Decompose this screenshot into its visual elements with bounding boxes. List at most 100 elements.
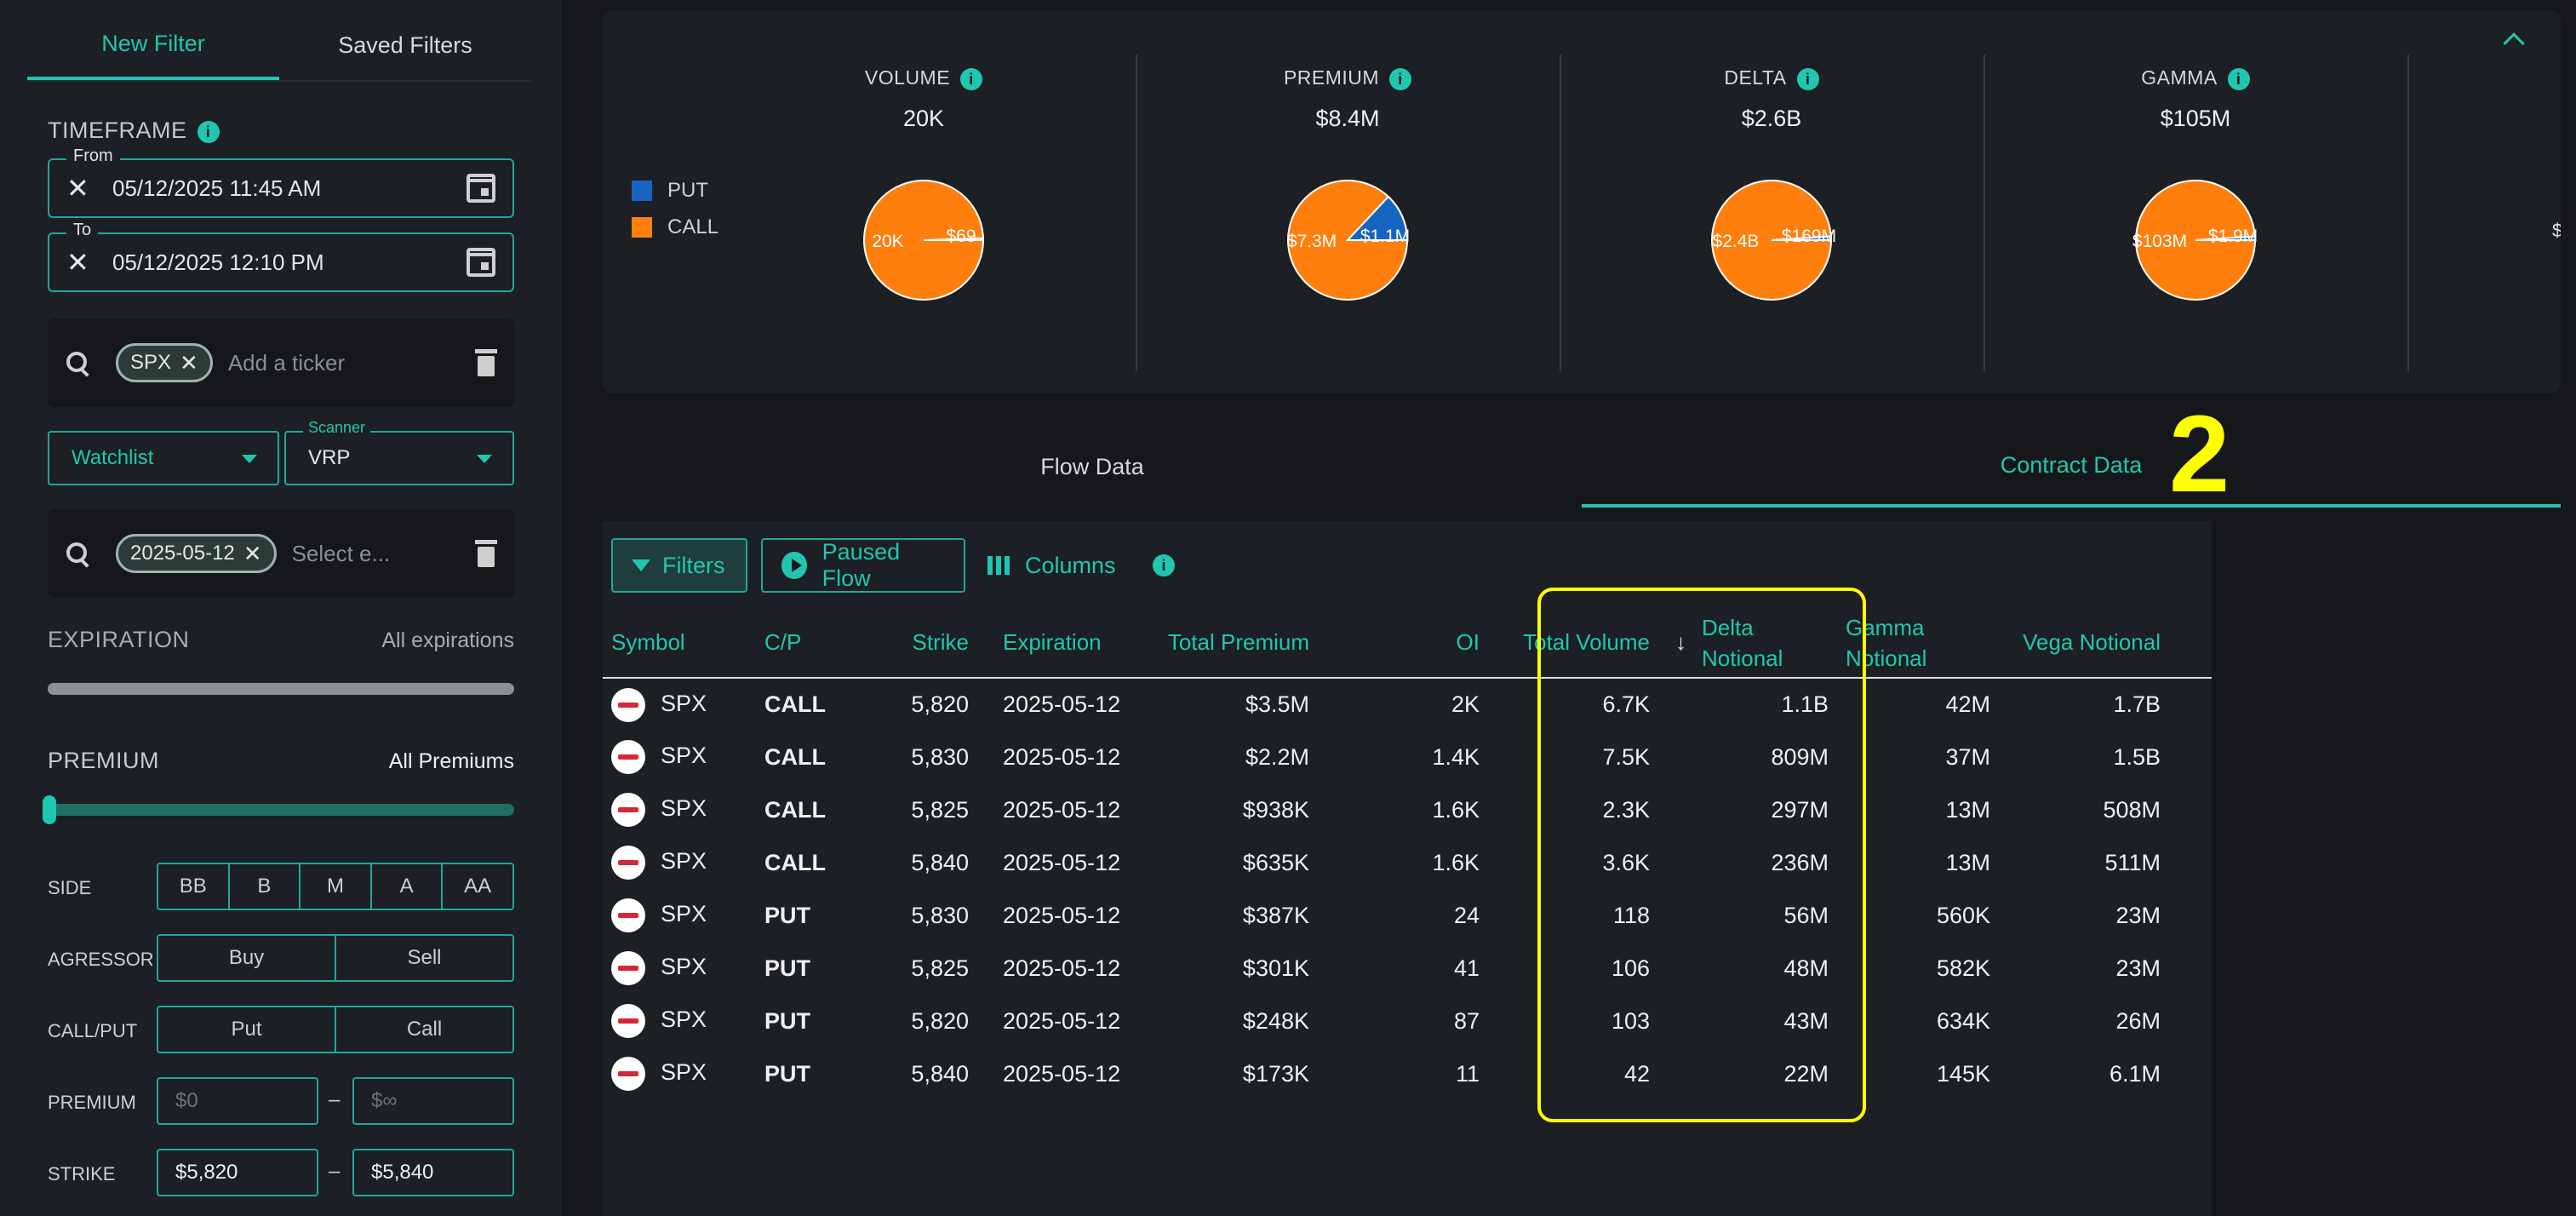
cell-oi: 1.6K bbox=[1432, 849, 1480, 875]
premium-row-label: PREMIUM bbox=[48, 1092, 136, 1113]
col-delta-notional[interactable]: ↓ Delta Notional bbox=[1658, 608, 1837, 679]
side-option[interactable]: A bbox=[372, 864, 444, 909]
expiration-slider[interactable] bbox=[48, 683, 514, 695]
col-total-premium[interactable]: Total Premium bbox=[1131, 608, 1318, 679]
col-symbol[interactable]: Symbol bbox=[603, 608, 756, 679]
cell-oi: 24 bbox=[1453, 902, 1480, 928]
from-date-field[interactable]: From ✕ 05/12/2025 11:45 AM bbox=[48, 146, 514, 218]
pie-label-put: $69 bbox=[946, 227, 976, 246]
cell-delta-notional: 297M bbox=[1771, 796, 1829, 823]
callput-put[interactable]: Put bbox=[158, 1007, 336, 1052]
side-option[interactable]: B bbox=[230, 864, 301, 909]
calendar-icon[interactable] bbox=[467, 248, 495, 277]
trash-icon[interactable] bbox=[475, 349, 497, 376]
agressor-buy[interactable]: Buy bbox=[158, 936, 336, 980]
premium-min-input[interactable]: $0 bbox=[157, 1077, 318, 1125]
table-row[interactable]: SPX PUT 5,830 2025-05-12 $387K 24 118 56M 560K 23… bbox=[603, 889, 2212, 942]
pie-chart: $2.4B $169M bbox=[1711, 180, 1836, 301]
chevron-down-icon bbox=[242, 455, 257, 463]
table-row[interactable]: SPX PUT 5,820 2025-05-12 $248K 87 103 43M 634K 26… bbox=[603, 995, 2212, 1047]
info-icon[interactable]: i bbox=[1153, 554, 1175, 576]
table-row[interactable]: SPX CALL 5,820 2025-05-12 $3.5M 2K 6.7K 1.1B 42M… bbox=[603, 678, 2212, 731]
table-row[interactable]: SPX CALL 5,840 2025-05-12 $635K 1.6K 3.6K 236M 1… bbox=[603, 836, 2212, 889]
strike-min-input[interactable]: $5,820 bbox=[157, 1149, 318, 1196]
chevron-up-icon[interactable] bbox=[2503, 32, 2525, 54]
cell-delta-notional: 809M bbox=[1771, 743, 1829, 770]
clear-to-icon[interactable]: ✕ bbox=[66, 247, 89, 278]
cell-vega-notional: 1.5B bbox=[2113, 743, 2161, 770]
filter-icon bbox=[632, 559, 650, 571]
symbol-text: SPX bbox=[661, 848, 707, 875]
cell-vega-notional: 23M bbox=[2115, 902, 2161, 928]
metric-title: DELTA bbox=[1724, 66, 1787, 89]
info-icon[interactable]: i bbox=[197, 120, 220, 143]
premium-slider[interactable] bbox=[43, 795, 514, 824]
table-row[interactable]: SPX PUT 5,825 2025-05-12 $301K 41 106 48M 582K 23… bbox=[603, 942, 2212, 995]
strike-max-input[interactable]: $5,840 bbox=[352, 1149, 514, 1196]
col-strike[interactable]: Strike bbox=[867, 608, 977, 679]
pie-label-call: $2.4B bbox=[1713, 232, 1760, 251]
scanner-select[interactable]: Scanner VRP bbox=[284, 419, 514, 485]
cell-total-premium: $2.2M bbox=[1245, 743, 1309, 770]
cell-gamma-notional: 13M bbox=[1945, 849, 1990, 875]
sort-arrow-icon: ↓ bbox=[1675, 629, 1686, 655]
expiration-input[interactable]: Select e... bbox=[291, 540, 391, 566]
side-option[interactable]: AA bbox=[464, 875, 492, 898]
remove-chip-icon[interactable]: ✕ bbox=[180, 349, 198, 376]
cell-strike: 5,820 bbox=[911, 691, 969, 717]
cell-oi: 11 bbox=[1455, 1060, 1480, 1087]
cell-total-premium: $387K bbox=[1242, 902, 1309, 928]
trash-icon[interactable] bbox=[475, 540, 497, 567]
metric-title-row: PREMIUM i bbox=[1136, 66, 1560, 90]
ticker-chip[interactable]: SPX ✕ bbox=[116, 343, 213, 382]
cell-cp: CALL bbox=[764, 743, 826, 770]
tab-new-filter[interactable]: New Filter bbox=[27, 10, 279, 80]
col-total-volume[interactable]: Total Volume bbox=[1488, 608, 1658, 679]
side-option[interactable]: M bbox=[301, 864, 372, 909]
ticker-search[interactable]: SPX ✕ Add a ticker bbox=[48, 318, 514, 407]
callput-call[interactable]: Call bbox=[406, 1018, 443, 1041]
tab-flow-data[interactable]: Flow Data bbox=[1040, 453, 1144, 479]
tab-contract-data[interactable]: Contract Data bbox=[1582, 426, 2561, 508]
to-date-field[interactable]: To ✕ 05/12/2025 12:10 PM bbox=[48, 221, 514, 292]
col-oi[interactable]: OI bbox=[1318, 608, 1488, 679]
tab-saved-filters[interactable]: Saved Filters bbox=[338, 32, 472, 58]
col-vega-notional[interactable]: Vega Notional bbox=[1999, 608, 2169, 679]
ticker-input[interactable]: Add a ticker bbox=[227, 349, 346, 376]
clear-from-icon[interactable]: ✕ bbox=[66, 173, 89, 204]
info-icon[interactable]: i bbox=[1796, 67, 1819, 90]
expiration-search[interactable]: 2025-05-12 ✕ Select e... bbox=[48, 509, 514, 598]
cell-vega-notional: 508M bbox=[2103, 796, 2161, 823]
pie-label-call: $7.3M bbox=[1287, 232, 1337, 251]
col-gamma-notional[interactable]: Gamma Notional bbox=[1837, 608, 1999, 679]
call-swatch bbox=[632, 217, 652, 238]
col-cp[interactable]: C/P bbox=[756, 608, 867, 679]
col-expiration[interactable]: Expiration bbox=[977, 608, 1131, 679]
info-icon[interactable]: i bbox=[2227, 67, 2250, 90]
cell-delta-notional: 43M bbox=[1783, 1007, 1829, 1034]
main-tabs: Flow Data Contract Data bbox=[603, 426, 2561, 508]
side-label: SIDE bbox=[48, 877, 92, 898]
table-row[interactable]: SPX PUT 5,840 2025-05-12 $173K 11 42 22M 145K 6.1… bbox=[603, 1047, 2212, 1100]
side-option[interactable]: BB bbox=[158, 864, 230, 909]
table-row[interactable]: SPX CALL 5,825 2025-05-12 $938K 1.6K 2.3K 297M 1… bbox=[603, 783, 2212, 836]
filters-button[interactable]: Filters bbox=[611, 538, 747, 593]
metric-value: $8.4M bbox=[1315, 106, 1380, 131]
divider bbox=[1136, 54, 1137, 371]
table-row[interactable]: SPX CALL 5,830 2025-05-12 $2.2M 1.4K 7.5K 809M 3… bbox=[603, 731, 2212, 783]
watchlist-select[interactable]: Watchlist bbox=[48, 431, 279, 485]
columns-button[interactable]: Columns bbox=[987, 538, 1116, 593]
paused-flow-button[interactable]: Paused Flow bbox=[761, 538, 965, 593]
slider-handle[interactable] bbox=[43, 795, 56, 824]
cell-expiration: 2025-05-12 bbox=[1003, 902, 1121, 928]
calendar-icon[interactable] bbox=[467, 174, 495, 203]
info-icon[interactable]: i bbox=[1389, 67, 1412, 90]
metric-title: VOLUME bbox=[864, 66, 951, 89]
expiration-chip[interactable]: 2025-05-12 ✕ bbox=[116, 534, 277, 573]
premium-max-input[interactable]: $∞ bbox=[352, 1077, 514, 1125]
info-icon[interactable]: i bbox=[960, 67, 983, 90]
expiration-value: All expirations bbox=[381, 628, 514, 652]
cell-symbol: SPX bbox=[603, 995, 756, 1047]
remove-chip-icon[interactable]: ✕ bbox=[243, 540, 262, 566]
agressor-sell[interactable]: Sell bbox=[407, 946, 442, 969]
